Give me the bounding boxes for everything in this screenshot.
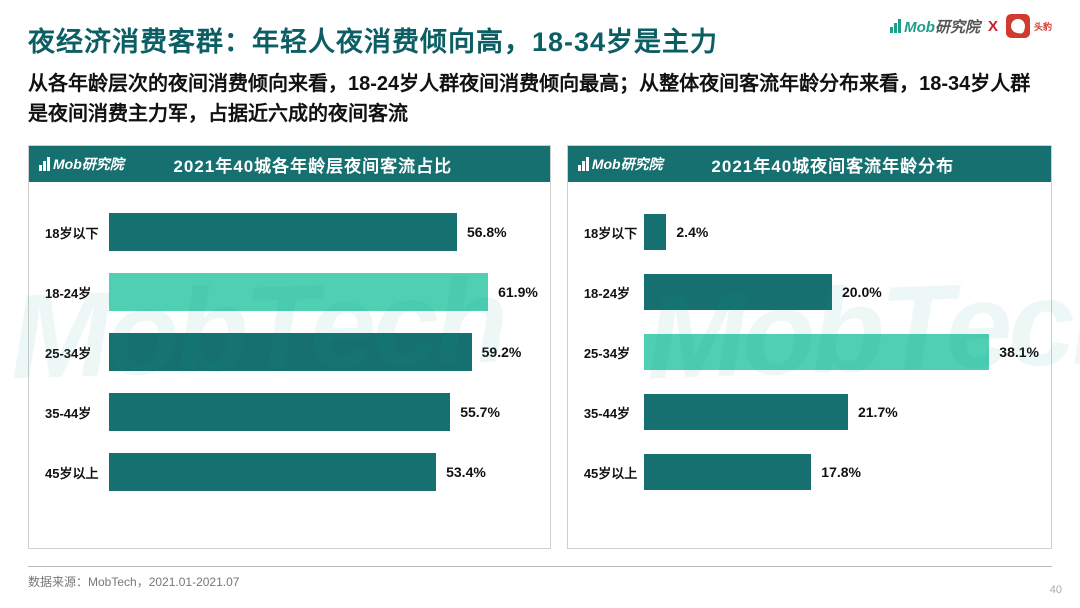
slide: Mob研究院 X 头豹 夜经济消费客群：年轻人夜消费倾向高，18-34岁是主力 … bbox=[0, 0, 1080, 608]
bar-track: 55.7% bbox=[109, 393, 538, 431]
top-logos: Mob研究院 X 头豹 bbox=[890, 14, 1052, 38]
category-label: 25-34岁 bbox=[39, 343, 109, 362]
bar bbox=[644, 394, 848, 430]
bar bbox=[644, 214, 667, 250]
bar-track: 61.9% bbox=[109, 273, 538, 311]
category-label: 25-34岁 bbox=[578, 343, 644, 362]
source-line: 数据来源：MobTech，2021.01-2021.07 bbox=[28, 566, 1052, 590]
value-label: 21.7% bbox=[858, 404, 898, 420]
bar-track: 38.1% bbox=[644, 334, 1039, 370]
bar-row: 25-34岁 38.1% bbox=[578, 322, 1039, 382]
value-label: 53.4% bbox=[446, 464, 486, 480]
chart-right-panel: Mob研究院 2021年40城夜间客流年龄分布 18岁以下 2.4% 18-24岁 2… bbox=[567, 145, 1052, 549]
chart-left-body: 18岁以下 56.8% 18-24岁 61.9% 25-34岁 59.2% 35-44岁 55… bbox=[29, 182, 550, 548]
bar bbox=[109, 393, 450, 431]
bar bbox=[109, 273, 488, 311]
bar-track: 21.7% bbox=[644, 394, 1039, 430]
category-label: 45岁以上 bbox=[39, 463, 109, 482]
bar-row: 35-44岁 55.7% bbox=[39, 382, 538, 442]
bar-row: 18岁以下 2.4% bbox=[578, 202, 1039, 262]
value-label: 2.4% bbox=[676, 224, 708, 240]
bar-row: 35-44岁 21.7% bbox=[578, 382, 1039, 442]
value-label: 56.8% bbox=[467, 224, 507, 240]
bar-track: 59.2% bbox=[109, 333, 538, 371]
bar-row: 45岁以上 53.4% bbox=[39, 442, 538, 502]
bar-row: 18岁以下 56.8% bbox=[39, 202, 538, 262]
bar-track: 53.4% bbox=[109, 453, 538, 491]
panel-logo: Mob研究院 bbox=[39, 154, 124, 174]
leadleo-icon bbox=[1006, 14, 1030, 38]
bar bbox=[109, 213, 457, 251]
panel-logo-icon bbox=[39, 157, 50, 171]
mob-logo-text: Mob研究院 bbox=[904, 16, 980, 37]
chart-right-header: Mob研究院 2021年40城夜间客流年龄分布 bbox=[568, 146, 1051, 182]
chart-right-body: 18岁以下 2.4% 18-24岁 20.0% 25-34岁 38.1% 35-44岁 21.… bbox=[568, 182, 1051, 548]
bar-track: 56.8% bbox=[109, 213, 538, 251]
chart-left-title: 2021年40城各年龄层夜间客流占比 bbox=[132, 152, 494, 177]
panel-logo-icon bbox=[578, 157, 589, 171]
charts-row: Mob研究院 2021年40城各年龄层夜间客流占比 18岁以下 56.8% 18-2… bbox=[28, 145, 1052, 549]
value-label: 55.7% bbox=[460, 404, 500, 420]
category-label: 35-44岁 bbox=[39, 403, 109, 422]
bar-track: 17.8% bbox=[644, 454, 1039, 490]
page-subtitle: 从各年龄层次的夜间消费倾向来看，18-24岁人群夜间消费倾向最高；从整体夜间客流… bbox=[28, 69, 1038, 129]
category-label: 18-24岁 bbox=[578, 283, 644, 302]
value-label: 59.2% bbox=[482, 344, 522, 360]
mob-logo-icon bbox=[890, 19, 901, 33]
panel-logo-text: Mob研究院 bbox=[53, 154, 124, 174]
panel-logo-text: Mob研究院 bbox=[592, 154, 663, 174]
bar bbox=[644, 454, 811, 490]
bar-row: 25-34岁 59.2% bbox=[39, 322, 538, 382]
category-label: 18-24岁 bbox=[39, 283, 109, 302]
x-mark: X bbox=[988, 18, 998, 35]
mob-logo: Mob研究院 bbox=[890, 16, 980, 37]
bar-track: 20.0% bbox=[644, 274, 1039, 310]
value-label: 17.8% bbox=[821, 464, 861, 480]
chart-right-title: 2021年40城夜间客流年龄分布 bbox=[671, 152, 995, 177]
bar-track: 2.4% bbox=[644, 214, 1039, 250]
category-label: 35-44岁 bbox=[578, 403, 644, 422]
value-label: 20.0% bbox=[842, 284, 882, 300]
bar bbox=[644, 274, 832, 310]
bar bbox=[109, 453, 436, 491]
bar-row: 45岁以上 17.8% bbox=[578, 442, 1039, 502]
bar bbox=[109, 333, 472, 371]
category-label: 45岁以上 bbox=[578, 463, 644, 482]
category-label: 18岁以下 bbox=[39, 223, 109, 242]
category-label: 18岁以下 bbox=[578, 223, 644, 242]
leadleo-label: 头豹 bbox=[1034, 20, 1052, 33]
value-label: 38.1% bbox=[999, 344, 1039, 360]
panel-logo: Mob研究院 bbox=[578, 154, 663, 174]
chart-left-panel: Mob研究院 2021年40城各年龄层夜间客流占比 18岁以下 56.8% 18-2… bbox=[28, 145, 551, 549]
value-label: 61.9% bbox=[498, 284, 538, 300]
chart-left-header: Mob研究院 2021年40城各年龄层夜间客流占比 bbox=[29, 146, 550, 182]
page-number: 40 bbox=[1050, 584, 1062, 596]
bar bbox=[644, 334, 989, 370]
bar-row: 18-24岁 20.0% bbox=[578, 262, 1039, 322]
bar-row: 18-24岁 61.9% bbox=[39, 262, 538, 322]
